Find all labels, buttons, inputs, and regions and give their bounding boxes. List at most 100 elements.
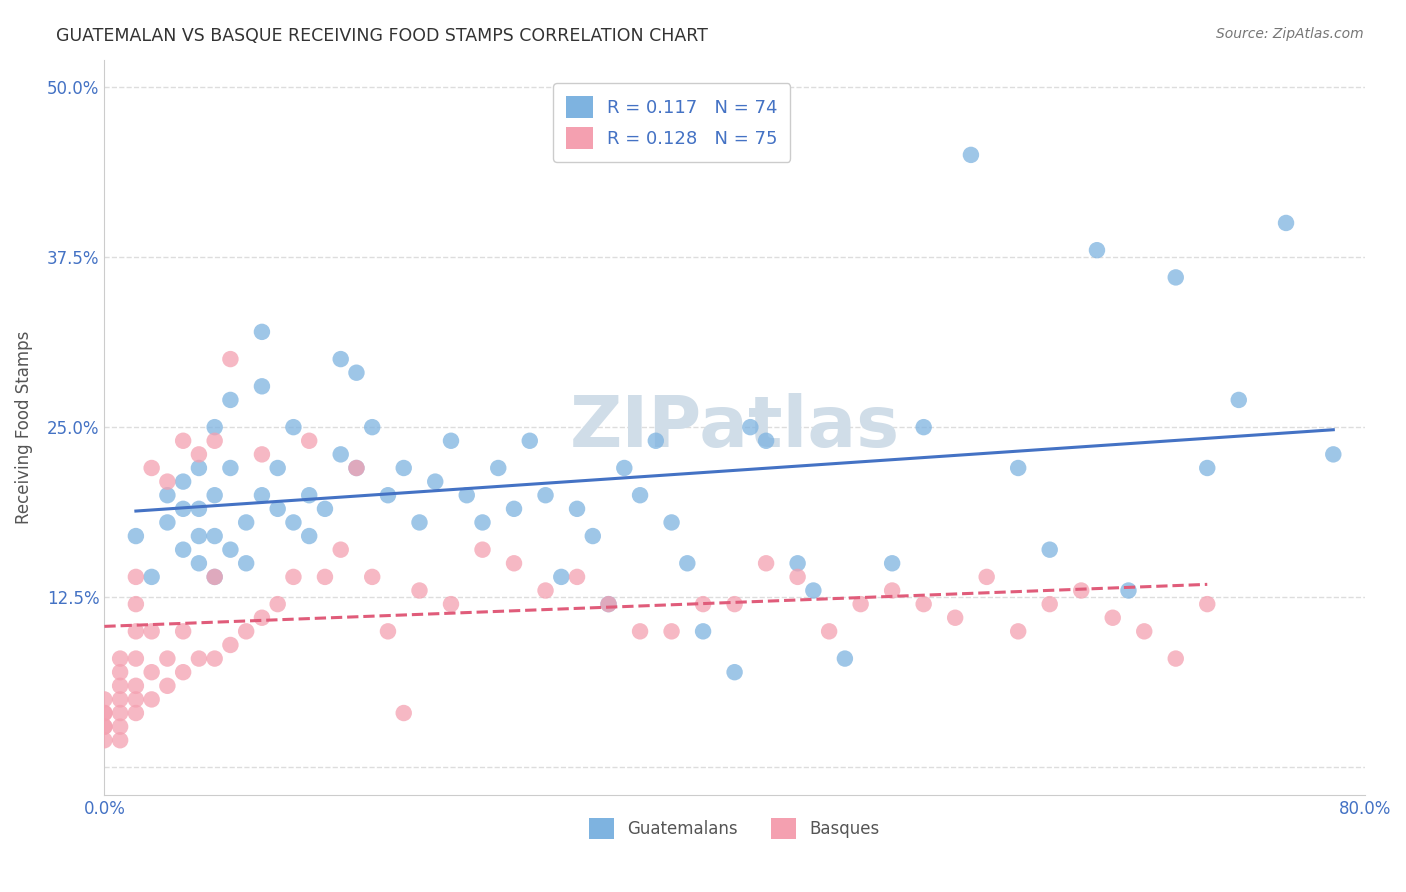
Guatemalans: [329, 447, 352, 461]
Guatemalans: [1085, 243, 1108, 257]
Basques: [392, 706, 415, 720]
Basques: [187, 651, 209, 665]
Guatemalans: [1007, 461, 1029, 475]
Guatemalans: [346, 366, 368, 380]
Guatemalans: [425, 475, 447, 489]
Guatemalans: [1227, 392, 1250, 407]
Basques: [976, 570, 998, 584]
Guatemalans: [187, 529, 209, 543]
Basques: [329, 542, 352, 557]
Guatemalans: [204, 570, 226, 584]
Guatemalans: [346, 461, 368, 475]
Basques: [108, 665, 131, 680]
Guatemalans: [235, 556, 257, 570]
Guatemalans: [298, 529, 321, 543]
Guatemalans: [550, 570, 572, 584]
Guatemalans: [960, 148, 983, 162]
Guatemalans: [314, 501, 336, 516]
Basques: [93, 706, 115, 720]
Basques: [187, 447, 209, 461]
Guatemalans: [582, 529, 605, 543]
Basques: [93, 720, 115, 734]
Basques: [219, 352, 242, 367]
Basques: [1101, 611, 1123, 625]
Guatemalans: [534, 488, 557, 502]
Guatemalans: [565, 501, 588, 516]
Guatemalans: [219, 461, 242, 475]
Basques: [141, 665, 163, 680]
Guatemalans: [219, 542, 242, 557]
Basques: [125, 651, 148, 665]
Guatemalans: [1322, 447, 1344, 461]
Guatemalans: [361, 420, 384, 434]
Basques: [565, 570, 588, 584]
Basques: [108, 733, 131, 747]
Y-axis label: Receiving Food Stamps: Receiving Food Stamps: [15, 330, 32, 524]
Basques: [108, 651, 131, 665]
Basques: [755, 556, 778, 570]
Guatemalans: [740, 420, 762, 434]
Basques: [534, 583, 557, 598]
Basques: [1070, 583, 1092, 598]
Text: GUATEMALAN VS BASQUE RECEIVING FOOD STAMPS CORRELATION CHART: GUATEMALAN VS BASQUE RECEIVING FOOD STAM…: [56, 27, 709, 45]
Guatemalans: [267, 461, 290, 475]
Legend: Guatemalans, Basques: Guatemalans, Basques: [582, 812, 887, 846]
Guatemalans: [786, 556, 808, 570]
Basques: [125, 570, 148, 584]
Text: Source: ZipAtlas.com: Source: ZipAtlas.com: [1216, 27, 1364, 41]
Guatemalans: [503, 501, 526, 516]
Basques: [377, 624, 399, 639]
Basques: [108, 679, 131, 693]
Guatemalans: [377, 488, 399, 502]
Basques: [156, 651, 179, 665]
Guatemalans: [204, 529, 226, 543]
Guatemalans: [267, 501, 290, 516]
Guatemalans: [250, 488, 273, 502]
Basques: [723, 597, 745, 611]
Basques: [346, 461, 368, 475]
Basques: [250, 447, 273, 461]
Guatemalans: [187, 461, 209, 475]
Guatemalans: [598, 597, 620, 611]
Guatemalans: [298, 488, 321, 502]
Basques: [943, 611, 966, 625]
Basques: [108, 692, 131, 706]
Guatemalans: [519, 434, 541, 448]
Basques: [1133, 624, 1156, 639]
Guatemalans: [141, 570, 163, 584]
Basques: [172, 624, 194, 639]
Basques: [1039, 597, 1062, 611]
Basques: [503, 556, 526, 570]
Guatemalans: [250, 325, 273, 339]
Basques: [849, 597, 872, 611]
Basques: [204, 651, 226, 665]
Guatemalans: [755, 434, 778, 448]
Guatemalans: [676, 556, 699, 570]
Guatemalans: [613, 461, 636, 475]
Basques: [125, 597, 148, 611]
Basques: [628, 624, 651, 639]
Basques: [125, 692, 148, 706]
Basques: [141, 461, 163, 475]
Basques: [298, 434, 321, 448]
Basques: [283, 570, 305, 584]
Basques: [314, 570, 336, 584]
Guatemalans: [471, 516, 494, 530]
Guatemalans: [187, 556, 209, 570]
Basques: [235, 624, 257, 639]
Guatemalans: [912, 420, 935, 434]
Guatemalans: [803, 583, 825, 598]
Guatemalans: [125, 529, 148, 543]
Guatemalans: [329, 352, 352, 367]
Guatemalans: [392, 461, 415, 475]
Basques: [204, 434, 226, 448]
Basques: [786, 570, 808, 584]
Guatemalans: [661, 516, 683, 530]
Guatemalans: [1275, 216, 1298, 230]
Guatemalans: [628, 488, 651, 502]
Guatemalans: [1164, 270, 1187, 285]
Basques: [141, 692, 163, 706]
Basques: [125, 706, 148, 720]
Guatemalans: [219, 392, 242, 407]
Guatemalans: [172, 542, 194, 557]
